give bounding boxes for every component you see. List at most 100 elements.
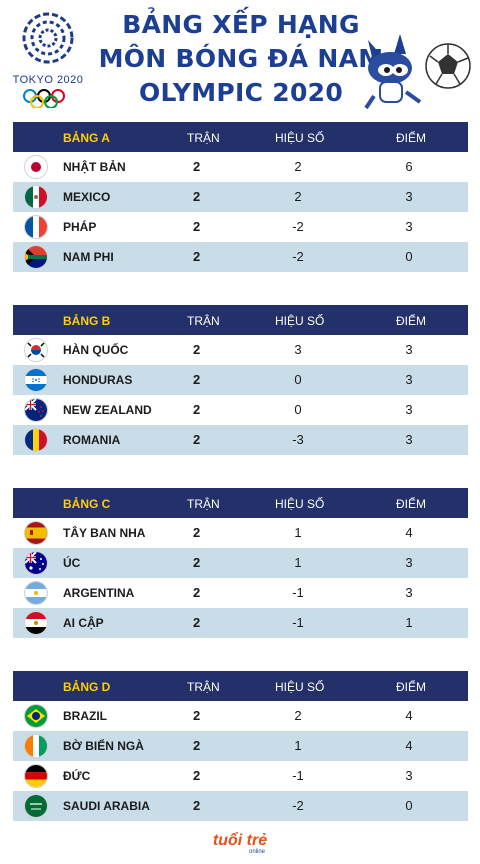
diff-value: -1 <box>292 615 304 630</box>
points-column-header: ĐIỂM <box>396 497 426 511</box>
played-value: 2 <box>193 432 201 447</box>
points-value: 4 <box>405 708 413 723</box>
points-value: 3 <box>405 189 413 204</box>
table-row: ROMANIA 2 -3 3 <box>13 425 468 455</box>
table-header: BẢNG B TRẬN HIỆU SỐ ĐIỂM <box>13 305 468 335</box>
points-column-header: ĐIỂM <box>396 131 426 145</box>
diff-value: 2 <box>294 159 302 174</box>
played-column-header: TRẬN <box>187 314 220 328</box>
played-value: 2 <box>193 525 201 540</box>
ivory-coast-flag-icon <box>25 735 47 757</box>
diff-value: 3 <box>294 342 302 357</box>
diff-value: 1 <box>294 738 302 753</box>
team-name: NAM PHI <box>63 250 114 264</box>
points-value: 3 <box>405 342 413 357</box>
table-row: AI CẬP 2 -1 1 <box>13 608 468 638</box>
points-value: 3 <box>405 555 413 570</box>
team-name: ROMANIA <box>63 433 121 447</box>
france-flag-icon <box>25 216 47 238</box>
team-name: HONDURAS <box>63 373 133 387</box>
played-column-header: TRẬN <box>187 680 220 694</box>
played-value: 2 <box>193 159 201 174</box>
logo-text: TOKYO 2020 <box>12 74 84 86</box>
table-header: BẢNG A TRẬN HIỆU SỐ ĐIỂM <box>13 122 468 152</box>
diff-value: -3 <box>292 432 304 447</box>
played-value: 2 <box>193 402 201 417</box>
logo-subtext: online <box>249 849 266 855</box>
team-name: AI CẬP <box>63 616 104 630</box>
diff-value: 0 <box>294 372 302 387</box>
diff-value: -1 <box>292 768 304 783</box>
points-column-header: ĐIỂM <box>396 314 426 328</box>
played-value: 2 <box>193 585 201 600</box>
points-value: 1 <box>405 615 413 630</box>
team-name: MEXICO <box>63 190 111 204</box>
table-row: NAM PHI 2 -2 0 <box>13 242 468 272</box>
diff-value: 2 <box>294 708 302 723</box>
spain-flag-icon <box>25 522 47 544</box>
table-row: SAUDI ARABIA 2 -2 0 <box>13 791 468 821</box>
title-line-2: MÔN BÓNG ĐÁ NAM <box>98 44 384 73</box>
brazil-flag-icon <box>25 705 47 727</box>
logo-wordmark: tuổi trẻ <box>213 831 267 849</box>
team-name: BỜ BIỂN NGÀ <box>63 739 144 753</box>
diff-column-header: HIỆU SỐ <box>275 131 325 145</box>
saudi-arabia-flag-icon <box>25 795 47 817</box>
tuoi-tre-logo: tuổi trẻ online <box>205 826 275 856</box>
group-label: BẢNG B <box>63 314 111 328</box>
group-label: BẢNG C <box>63 497 111 511</box>
table-row: HÀN QUỐC 2 3 3 <box>13 335 468 365</box>
germany-flag-icon <box>25 765 47 787</box>
diff-value: 1 <box>294 525 302 540</box>
played-value: 2 <box>193 249 201 264</box>
page-header: TOKYO 2020 BẢNG XẾP HẠNG MÔN BÓNG ĐÁ NAM… <box>0 0 480 118</box>
new-zealand-flag-icon <box>25 399 47 421</box>
played-value: 2 <box>193 342 201 357</box>
table-row: BRAZIL 2 2 4 <box>13 701 468 731</box>
diff-value: -1 <box>292 585 304 600</box>
table-row: MEXICO 2 2 3 <box>13 182 468 212</box>
table-row: ÚC 2 1 3 <box>13 548 468 578</box>
points-value: 4 <box>405 525 413 540</box>
team-name: ÚC <box>63 556 81 570</box>
page-title: BẢNG XẾP HẠNG MÔN BÓNG ĐÁ NAM OLYMPIC 20… <box>96 8 386 110</box>
points-value: 0 <box>405 798 413 813</box>
team-name: ĐỨC <box>63 769 91 783</box>
group-a-table: BẢNG A TRẬN HIỆU SỐ ĐIỂM NHẬT BẢN 2 2 6 … <box>13 122 468 272</box>
diff-column-header: HIỆU SỐ <box>275 314 325 328</box>
south-korea-flag-icon <box>25 339 47 361</box>
played-value: 2 <box>193 738 201 753</box>
team-name: NHẬT BẢN <box>63 160 126 174</box>
table-header: BẢNG C TRẬN HIỆU SỐ ĐIỂM <box>13 488 468 518</box>
table-header: BẢNG D TRẬN HIỆU SỐ ĐIỂM <box>13 671 468 701</box>
team-name: BRAZIL <box>63 709 107 723</box>
group-label: BẢNG A <box>63 131 110 145</box>
team-name: PHÁP <box>63 220 97 234</box>
title-line-3: OLYMPIC 2020 <box>138 78 344 107</box>
points-column-header: ĐIỂM <box>396 680 426 694</box>
table-row: PHÁP 2 -2 3 <box>13 212 468 242</box>
team-name: HÀN QUỐC <box>63 343 129 357</box>
played-value: 2 <box>193 768 201 783</box>
table-row: BỜ BIỂN NGÀ 2 1 4 <box>13 731 468 761</box>
diff-value: -2 <box>292 798 304 813</box>
diff-value: 1 <box>294 555 302 570</box>
played-value: 2 <box>193 372 201 387</box>
points-value: 3 <box>405 432 413 447</box>
points-value: 3 <box>405 219 413 234</box>
south-africa-flag-icon <box>25 246 47 268</box>
played-value: 2 <box>193 219 201 234</box>
australia-flag-icon <box>25 552 47 574</box>
egypt-flag-icon <box>25 612 47 634</box>
diff-column-header: HIỆU SỐ <box>275 680 325 694</box>
romania-flag-icon <box>25 429 47 451</box>
group-label: BẢNG D <box>63 680 111 694</box>
team-name: SAUDI ARABIA <box>63 799 150 813</box>
points-value: 3 <box>405 768 413 783</box>
honduras-flag-icon <box>25 369 47 391</box>
played-column-header: TRẬN <box>187 131 220 145</box>
played-value: 2 <box>193 708 201 723</box>
played-value: 2 <box>193 615 201 630</box>
points-value: 3 <box>405 372 413 387</box>
points-value: 0 <box>405 249 413 264</box>
